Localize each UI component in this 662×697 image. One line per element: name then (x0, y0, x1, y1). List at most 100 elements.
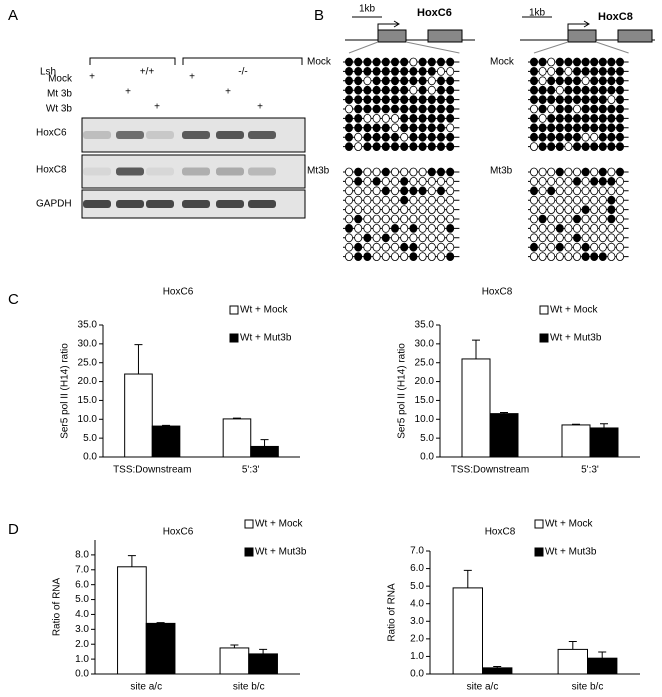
cpg (344, 142, 353, 152)
cpg (436, 76, 445, 86)
error-bar (463, 569, 472, 588)
cpg (354, 104, 363, 114)
cpg (381, 195, 390, 205)
cpg (409, 104, 418, 114)
cpg (564, 85, 573, 95)
cpg (573, 205, 582, 215)
band (182, 131, 210, 139)
cpg (590, 242, 599, 252)
y-tick-label: 20.0 (415, 376, 435, 387)
cpg (573, 104, 582, 114)
cpg (363, 242, 372, 252)
cpg (573, 76, 582, 86)
cpg (616, 252, 625, 262)
cpg (590, 114, 599, 123)
legend-label: Wt + Mock (240, 305, 289, 316)
cpg (547, 132, 556, 142)
bar (461, 358, 491, 458)
cpg (555, 205, 564, 215)
y-axis-label: Ratio of RNA (387, 583, 398, 642)
y-tick-label: 0.0 (83, 452, 97, 463)
cpg (390, 205, 399, 215)
cpg (427, 186, 436, 196)
panel-label: A (8, 7, 18, 24)
cpg (590, 195, 599, 205)
cpg (363, 114, 372, 123)
cpg (616, 123, 625, 133)
cpg (390, 223, 399, 233)
plus-sign: + (189, 72, 195, 83)
cpg (363, 85, 372, 95)
cpg (400, 205, 409, 215)
cpg (418, 195, 427, 205)
cpg (354, 205, 363, 215)
cpg (581, 114, 590, 123)
cpg (555, 104, 564, 114)
cpg (547, 205, 556, 215)
cpg (598, 104, 607, 114)
legend-label: Wt + Mock (545, 519, 594, 530)
band (83, 131, 111, 139)
cpg (573, 95, 582, 104)
cpg (598, 167, 607, 177)
legend-swatch (539, 305, 549, 315)
cpg (400, 104, 409, 114)
cpg (616, 142, 625, 152)
cpg (616, 205, 625, 215)
cpg (616, 167, 625, 177)
cpg (581, 205, 590, 215)
group-label: Mock (307, 57, 332, 68)
cpg (573, 132, 582, 142)
cpg (418, 176, 427, 186)
cpg (418, 242, 427, 252)
tss-arrow (567, 20, 590, 30)
cpg (530, 186, 539, 196)
error-bar (156, 622, 165, 624)
cpg (390, 76, 399, 86)
bar (250, 445, 279, 458)
y-tick-label: 15.0 (415, 395, 435, 406)
band (248, 167, 276, 176)
cpg (409, 85, 418, 95)
cpg (390, 195, 399, 205)
cpg (418, 123, 427, 133)
cpg (436, 114, 445, 123)
cpg (538, 132, 547, 142)
methylation-panel (343, 16, 655, 262)
cpg (372, 57, 381, 67)
cpg (598, 214, 607, 224)
blot-label: HoxC8 (36, 165, 67, 176)
cpg (344, 233, 353, 243)
cpg (598, 205, 607, 215)
cpg (607, 132, 616, 142)
cpg (573, 242, 582, 252)
cpg (616, 114, 625, 123)
cpg (598, 123, 607, 133)
scale-label: 1kb (529, 8, 546, 19)
y-axis-label: Ser5 pol II (H14) ratio (397, 343, 408, 439)
tss-arrow (377, 20, 400, 30)
y-tick-label: 15.0 (78, 395, 98, 406)
y-tick-label: 2.0 (410, 633, 424, 644)
error-bar (568, 640, 577, 650)
cpg (607, 76, 616, 86)
cpg (616, 132, 625, 142)
chart-title: HoxC8 (482, 287, 513, 298)
treatment: Mt 3b (47, 89, 72, 100)
cpg (616, 242, 625, 252)
cpg (573, 195, 582, 205)
cpg (400, 114, 409, 123)
cpg (344, 214, 353, 224)
cpg (418, 186, 427, 196)
cpg (555, 132, 564, 142)
cpg (372, 142, 381, 152)
cpg (427, 114, 436, 123)
y-tick-label: 0.0 (410, 669, 424, 680)
cpg (446, 85, 455, 95)
cpg (538, 223, 547, 233)
gene-label: HoxC6 (417, 7, 452, 19)
cpg (590, 67, 599, 76)
y-tick-label: 10.0 (78, 414, 98, 425)
cpg (607, 57, 616, 67)
cpg (564, 223, 573, 233)
